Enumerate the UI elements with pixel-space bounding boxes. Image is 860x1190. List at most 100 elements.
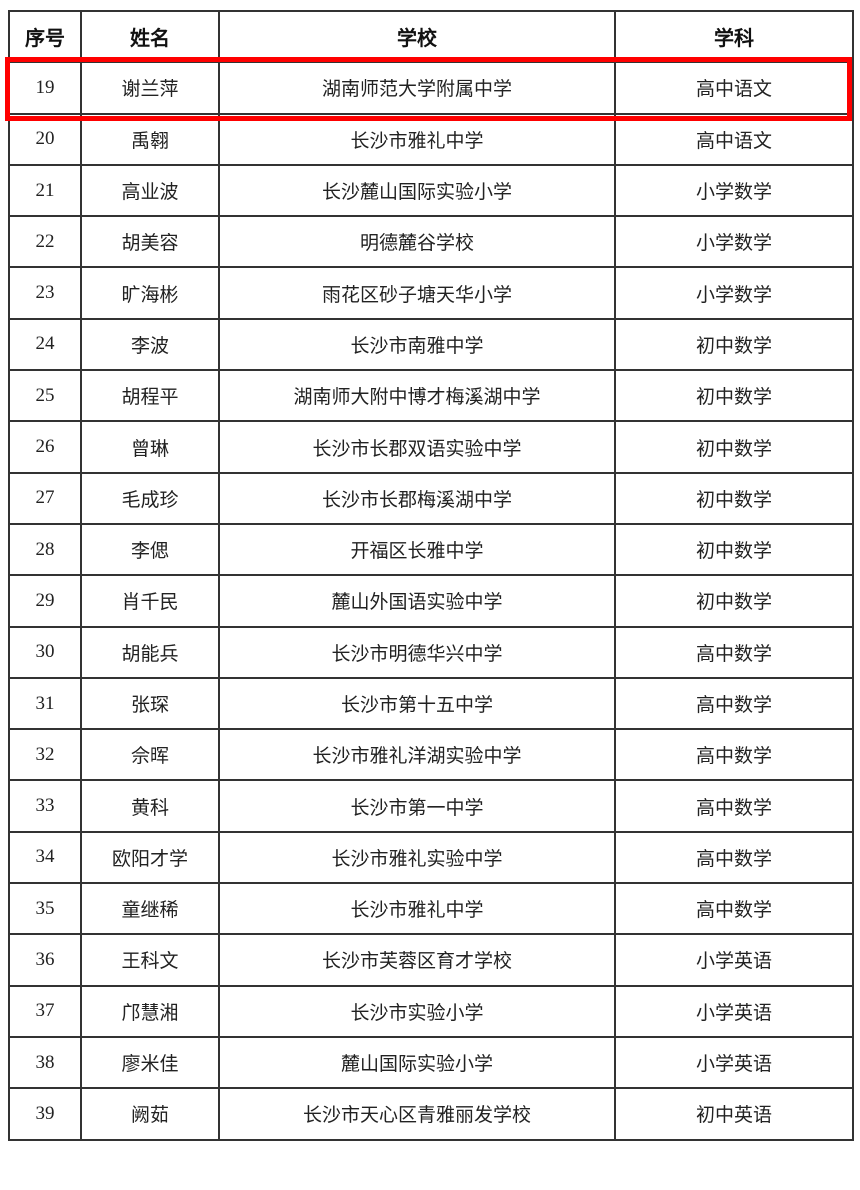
cell-subject: 高中语文 — [614, 112, 854, 166]
cell-subject: 高中语文 — [614, 61, 854, 115]
table-row: 38 廖米佳 麓山国际实验小学 小学英语 — [8, 1035, 854, 1090]
cell-subject: 小学英语 — [614, 1035, 854, 1090]
cell-index: 31 — [8, 676, 82, 731]
table-row: 36 王科文 长沙市芙蓉区育才学校 小学英语 — [8, 933, 854, 987]
cell-subject: 高中数学 — [614, 830, 854, 885]
cell-subject: 小学英语 — [614, 984, 854, 1038]
table-row: 34 欧阳才学 长沙市雅礼实验中学 高中数学 — [8, 830, 854, 885]
cell-subject: 初中数学 — [614, 574, 854, 628]
cell-index: 29 — [8, 574, 82, 628]
cell-name: 胡程平 — [80, 369, 220, 423]
cell-name: 李偲 — [80, 522, 220, 577]
cell-name: 童继稀 — [80, 882, 220, 936]
cell-school: 湖南师范大学附属中学 — [218, 61, 616, 115]
cell-index: 39 — [8, 1087, 82, 1141]
cell-index: 23 — [8, 266, 82, 320]
cell-index: 30 — [8, 625, 82, 679]
teacher-list-table: 序号 姓名 学校 学科 19 谢兰萍 湖南师范大学附属中学 高中语文 20 禹翱 长沙市雅礼… — [8, 9, 854, 1141]
table-row: 24 李波 长沙市南雅中学 初中数学 — [8, 317, 854, 372]
header-row: 序号 姓名 学校 学科 — [8, 9, 854, 64]
cell-index: 36 — [8, 933, 82, 987]
cell-school: 长沙市芙蓉区育才学校 — [218, 933, 616, 987]
cell-index: 25 — [8, 369, 82, 423]
cell-name: 邝慧湘 — [80, 984, 220, 1038]
cell-name: 阙茹 — [80, 1087, 220, 1141]
cell-subject: 初中英语 — [614, 1087, 854, 1141]
cell-index: 21 — [8, 163, 82, 218]
cell-subject: 小学数学 — [614, 215, 854, 269]
cell-school: 明德麓谷学校 — [218, 215, 616, 269]
cell-name: 黄科 — [80, 779, 220, 833]
cell-name: 禹翱 — [80, 112, 220, 166]
cell-subject: 初中数学 — [614, 420, 854, 474]
cell-subject: 初中数学 — [614, 369, 854, 423]
cell-school: 长沙市雅礼中学 — [218, 112, 616, 166]
cell-name: 李波 — [80, 317, 220, 372]
cell-school: 长沙市南雅中学 — [218, 317, 616, 372]
cell-name: 肖千民 — [80, 574, 220, 628]
cell-name: 王科文 — [80, 933, 220, 987]
cell-index: 19 — [8, 61, 82, 115]
cell-school: 长沙市第十五中学 — [218, 676, 616, 731]
table-row: 35 童继稀 长沙市雅礼中学 高中数学 — [8, 882, 854, 936]
cell-school: 麓山国际实验小学 — [218, 1035, 616, 1090]
cell-school: 长沙市实验小学 — [218, 984, 616, 1038]
cell-name: 曾琳 — [80, 420, 220, 474]
cell-name: 高业波 — [80, 163, 220, 218]
cell-name: 毛成珍 — [80, 471, 220, 525]
table-row: 29 肖千民 麓山外国语实验中学 初中数学 — [8, 574, 854, 628]
cell-subject: 高中数学 — [614, 676, 854, 731]
table-row: 30 胡能兵 长沙市明德华兴中学 高中数学 — [8, 625, 854, 679]
cell-name: 佘晖 — [80, 728, 220, 782]
table-row: 22 胡美容 明德麓谷学校 小学数学 — [8, 215, 854, 269]
cell-school: 雨花区砂子塘天华小学 — [218, 266, 616, 320]
cell-subject: 高中数学 — [614, 882, 854, 936]
cell-index: 27 — [8, 471, 82, 525]
cell-school: 长沙麓山国际实验小学 — [218, 163, 616, 218]
cell-school: 长沙市雅礼实验中学 — [218, 830, 616, 885]
table-row: 25 胡程平 湖南师大附中博才梅溪湖中学 初中数学 — [8, 369, 854, 423]
cell-subject: 初中数学 — [614, 471, 854, 525]
cell-name: 胡美容 — [80, 215, 220, 269]
table-row: 26 曾琳 长沙市长郡双语实验中学 初中数学 — [8, 420, 854, 474]
table-body: 19 谢兰萍 湖南师范大学附属中学 高中语文 20 禹翱 长沙市雅礼中学 高中语文 21 高业波长… — [8, 61, 854, 1141]
table-row: 23 旷海彬 雨花区砂子塘天华小学 小学数学 — [8, 266, 854, 320]
cell-subject: 小学英语 — [614, 933, 854, 987]
cell-school: 长沙市天心区青雅丽发学校 — [218, 1087, 616, 1141]
table-row: 20 禹翱 长沙市雅礼中学 高中语文 — [8, 112, 854, 166]
header-school: 学校 — [218, 9, 616, 64]
cell-subject: 小学数学 — [614, 163, 854, 218]
cell-index: 28 — [8, 522, 82, 577]
table-row: 31 张琛 长沙市第十五中学 高中数学 — [8, 676, 854, 731]
cell-name: 谢兰萍 — [80, 61, 220, 115]
cell-index: 38 — [8, 1035, 82, 1090]
cell-index: 37 — [8, 984, 82, 1038]
table-row: 39 阙茹 长沙市天心区青雅丽发学校 初中英语 — [8, 1087, 854, 1141]
cell-school: 长沙市明德华兴中学 — [218, 625, 616, 679]
cell-school: 长沙市长郡梅溪湖中学 — [218, 471, 616, 525]
table-row: 19 谢兰萍 湖南师范大学附属中学 高中语文 — [8, 61, 854, 115]
cell-name: 胡能兵 — [80, 625, 220, 679]
table-row: 37 邝慧湘 长沙市实验小学 小学英语 — [8, 984, 854, 1038]
cell-name: 廖米佳 — [80, 1035, 220, 1090]
table-row: 28 李偲 开福区长雅中学 初中数学 — [8, 522, 854, 577]
cell-name: 张琛 — [80, 676, 220, 731]
cell-subject: 小学数学 — [614, 266, 854, 320]
cell-school: 长沙市长郡双语实验中学 — [218, 420, 616, 474]
cell-subject: 高中数学 — [614, 728, 854, 782]
cell-index: 24 — [8, 317, 82, 372]
table-row: 27 毛成珍 长沙市长郡梅溪湖中学 初中数学 — [8, 471, 854, 525]
cell-index: 34 — [8, 830, 82, 885]
table-row: 32 佘晖 长沙市雅礼洋湖实验中学 高中数学 — [8, 728, 854, 782]
cell-index: 26 — [8, 420, 82, 474]
cell-school: 麓山外国语实验中学 — [218, 574, 616, 628]
cell-index: 35 — [8, 882, 82, 936]
cell-subject: 初中数学 — [614, 522, 854, 577]
cell-index: 33 — [8, 779, 82, 833]
header-subject: 学科 — [614, 9, 854, 64]
cell-school: 湖南师大附中博才梅溪湖中学 — [218, 369, 616, 423]
cell-index: 32 — [8, 728, 82, 782]
cell-school: 长沙市雅礼洋湖实验中学 — [218, 728, 616, 782]
cell-index: 22 — [8, 215, 82, 269]
cell-subject: 初中数学 — [614, 317, 854, 372]
